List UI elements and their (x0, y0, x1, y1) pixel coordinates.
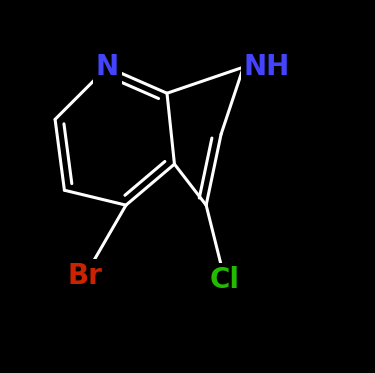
Text: Br: Br (68, 262, 102, 290)
Text: NH: NH (243, 53, 290, 81)
Text: Cl: Cl (210, 266, 240, 294)
Text: N: N (96, 53, 119, 81)
